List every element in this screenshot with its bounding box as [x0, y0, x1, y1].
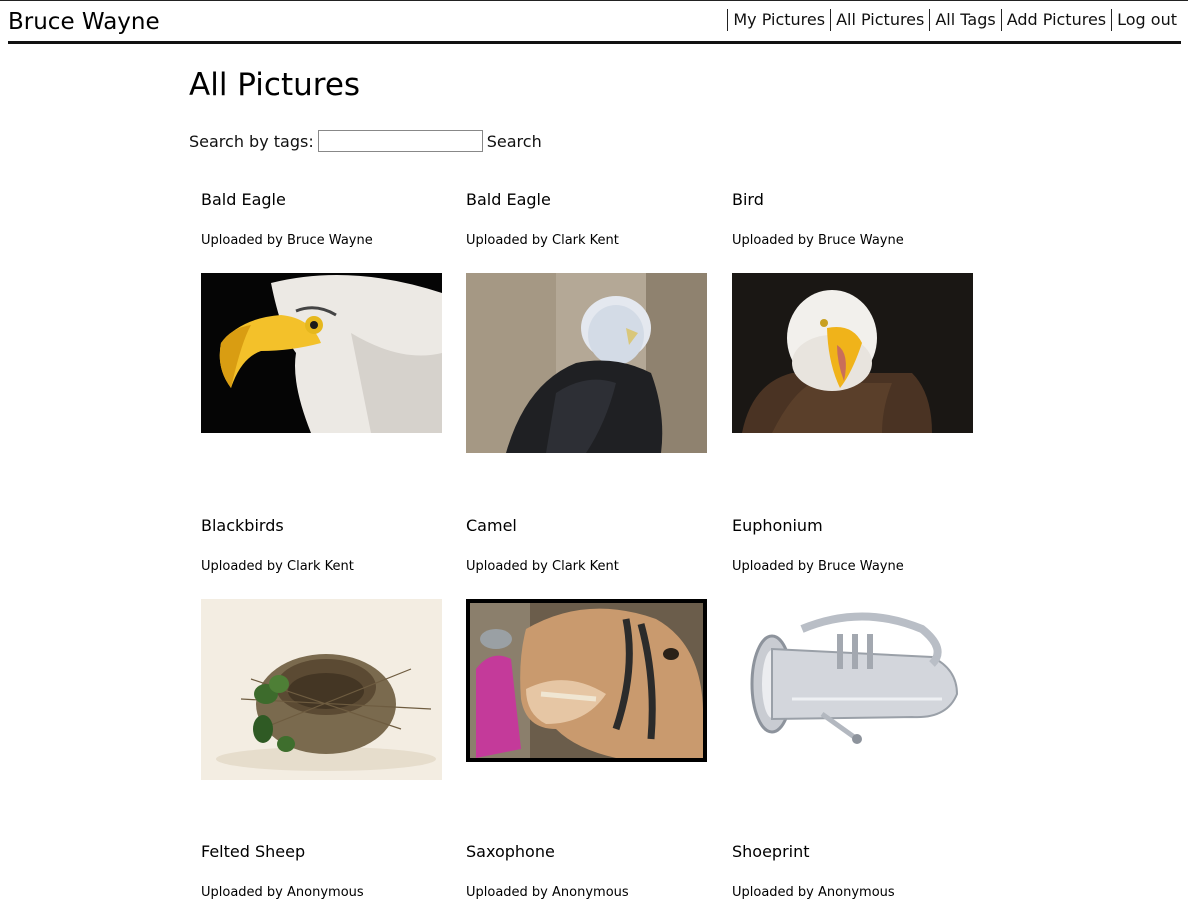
picture-uploader: Uploaded by Anonymous	[732, 885, 895, 900]
picture-title[interactable]: Felted Sheep	[201, 842, 306, 861]
picture-title[interactable]: Saxophone	[466, 842, 555, 861]
picture-uploader: Uploaded by Bruce Wayne	[732, 233, 904, 248]
picture-title[interactable]: Shoeprint	[732, 842, 810, 861]
nav-my-pictures[interactable]: My Pictures	[727, 9, 830, 31]
picture-uploader: Uploaded by Clark Kent	[201, 559, 354, 574]
picture-uploader: Uploaded by Bruce Wayne	[732, 559, 904, 574]
picture-title[interactable]: Blackbirds	[201, 516, 284, 535]
main-nav: My Pictures All Pictures All Tags Add Pi…	[727, 9, 1181, 31]
site-header: Bruce Wayne My Pictures All Pictures All…	[8, 1, 1181, 44]
eagle-screaming-photo[interactable]	[732, 273, 973, 433]
picture-title[interactable]: Bird	[732, 190, 764, 209]
nav-log-out[interactable]: Log out	[1111, 9, 1181, 31]
tag-search-form: Search by tags: Search	[189, 130, 542, 152]
top-border	[0, 0, 1188, 1]
picture-title[interactable]: Bald Eagle	[466, 190, 551, 209]
page-title: All Pictures	[189, 67, 361, 103]
tag-search-input[interactable]	[317, 130, 483, 152]
nav-add-pictures[interactable]: Add Pictures	[1000, 9, 1111, 31]
picture-uploader: Uploaded by Clark Kent	[466, 233, 619, 248]
eagle-perched-photo[interactable]	[466, 273, 707, 453]
picture-uploader: Uploaded by Anonymous	[201, 885, 364, 900]
site-title: Bruce Wayne	[8, 9, 160, 35]
picture-title[interactable]: Bald Eagle	[201, 190, 286, 209]
picture-title[interactable]: Camel	[466, 516, 517, 535]
picture-uploader: Uploaded by Bruce Wayne	[201, 233, 373, 248]
euphonium-photo[interactable]	[732, 599, 973, 759]
picture-title[interactable]: Euphonium	[732, 516, 823, 535]
picture-uploader: Uploaded by Anonymous	[466, 885, 629, 900]
search-label: Search by tags:	[189, 131, 314, 151]
camel-photo[interactable]	[466, 599, 707, 762]
picture-uploader: Uploaded by Clark Kent	[466, 559, 619, 574]
nav-all-tags[interactable]: All Tags	[929, 9, 1000, 31]
bird-nest-photo[interactable]	[201, 599, 442, 780]
search-button[interactable]: Search	[486, 131, 542, 151]
nav-all-pictures[interactable]: All Pictures	[830, 9, 929, 31]
eagle-closeup-photo[interactable]	[201, 273, 442, 433]
